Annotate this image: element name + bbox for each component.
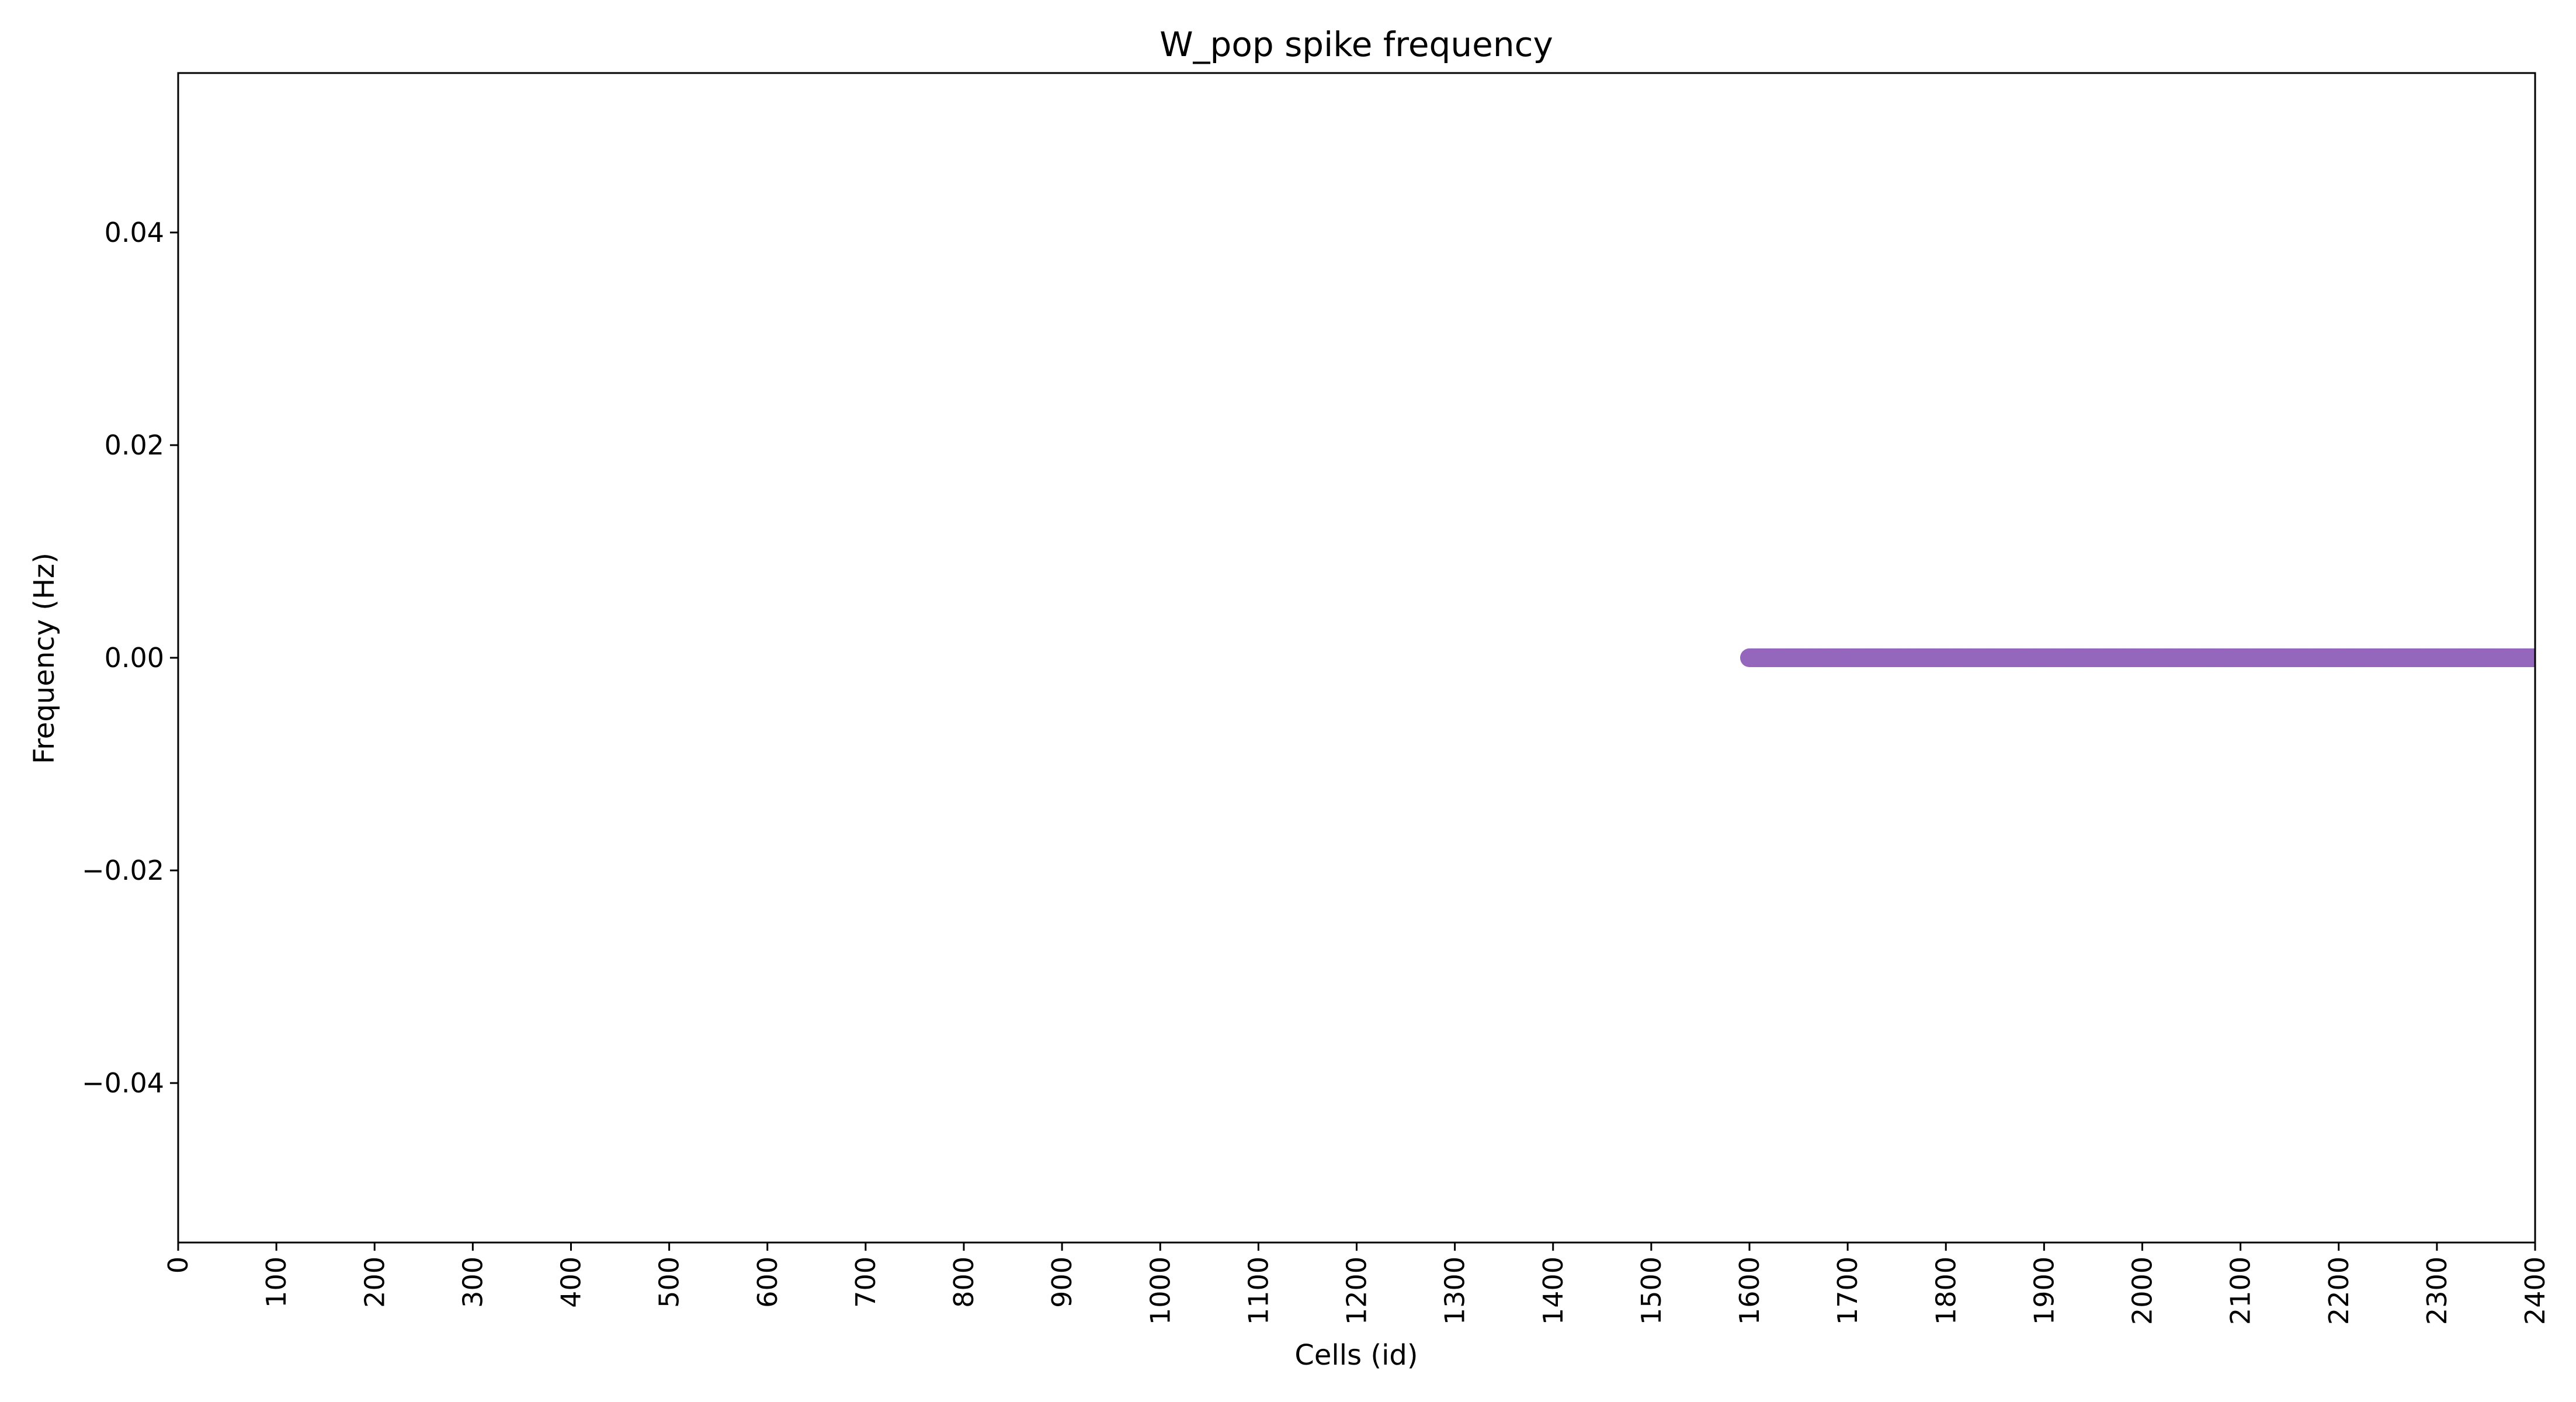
x-tick-label: 1300 <box>1439 1257 1471 1325</box>
y-tick-label: 0.00 <box>105 642 164 674</box>
x-tick-label: 1900 <box>2028 1257 2060 1325</box>
x-tick-label: 1100 <box>1242 1257 1274 1325</box>
x-tick-label: 1500 <box>1636 1257 1667 1325</box>
y-axis: −0.04 −0.02 0.00 0.02 0.04 <box>82 217 178 1099</box>
x-tick-label: 700 <box>850 1257 881 1308</box>
x-tick-label: 2200 <box>2323 1257 2355 1325</box>
x-tick-label: 1200 <box>1341 1257 1373 1325</box>
x-axis: 0 100 200 300 400 500 600 700 800 900 1000 1100 1200… <box>162 1243 2551 1325</box>
y-tick-label: 0.02 <box>105 429 164 461</box>
plot-area <box>1740 648 2535 667</box>
y-tick-label: 0.04 <box>105 217 164 248</box>
x-tick-label: 200 <box>359 1257 390 1308</box>
y-tick-label: −0.02 <box>82 855 164 886</box>
x-tick-label: 2400 <box>2519 1257 2551 1325</box>
y-tick-label: −0.04 <box>82 1067 164 1099</box>
axes-frame <box>177 72 2536 1244</box>
x-tick-label: 2100 <box>2225 1257 2256 1325</box>
x-tick-label: 1700 <box>1832 1257 1863 1325</box>
x-tick-label: 500 <box>654 1257 685 1308</box>
x-tick-label: 1600 <box>1734 1257 1765 1325</box>
x-tick-label: 600 <box>752 1257 783 1308</box>
x-tick-label: 2300 <box>2421 1257 2453 1325</box>
x-tick-label: 300 <box>457 1257 488 1308</box>
y-axis-label: Frequency (Hz) <box>28 553 61 764</box>
x-tick-label: 800 <box>948 1257 980 1308</box>
x-axis-label: Cells (id) <box>1294 1339 1418 1372</box>
x-tick-label: 100 <box>261 1257 292 1308</box>
data-point <box>2525 648 2535 667</box>
x-tick-label: 400 <box>556 1257 587 1308</box>
x-tick-label: 0 <box>162 1257 194 1273</box>
x-tick-label: 1800 <box>1930 1257 1961 1325</box>
x-tick-label: 1000 <box>1144 1257 1176 1325</box>
x-tick-label: 1400 <box>1537 1257 1569 1325</box>
x-tick-label: 900 <box>1046 1257 1078 1308</box>
chart-title: W_pop spike frequency <box>1159 25 1553 64</box>
x-tick-label: 2000 <box>2127 1257 2158 1325</box>
